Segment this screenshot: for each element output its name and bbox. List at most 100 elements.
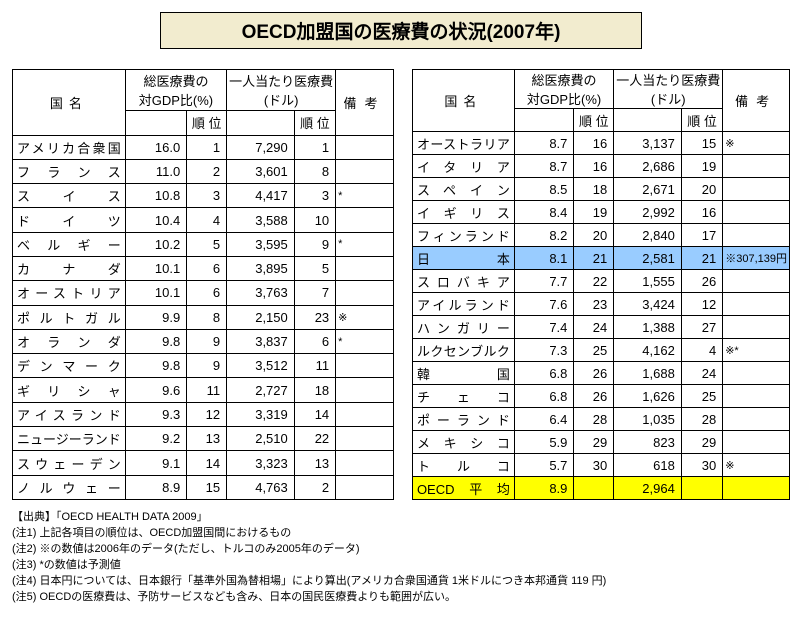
cell-country: オーストリア bbox=[13, 281, 126, 305]
cell-gdp-rank: 8 bbox=[187, 305, 227, 329]
cell-country: オランダ bbox=[13, 329, 126, 353]
cell-country: アメリカ合衆国 bbox=[13, 135, 126, 159]
cell-pcap-rank: 17 bbox=[681, 224, 722, 247]
cell-gdp-rank: 22 bbox=[574, 270, 614, 293]
cell-gdp-rank: 21 bbox=[574, 247, 614, 270]
cell-note: * bbox=[336, 184, 394, 208]
th-gdp-blank bbox=[514, 109, 574, 132]
cell-gdp-rank: 26 bbox=[574, 362, 614, 385]
cell-pcap: 3,601 bbox=[227, 159, 295, 183]
cell-gdp-rank: 25 bbox=[574, 339, 614, 362]
table-row: アメリカ合衆国 16.0 1 7,290 1 bbox=[13, 135, 394, 159]
table-row: カナダ 10.1 6 3,895 5 bbox=[13, 256, 394, 280]
footnote-line: 【出典】「OECD HEALTH DATA 2009」 bbox=[12, 510, 790, 526]
table-row: ベルギー 10.2 5 3,595 9 * bbox=[13, 232, 394, 256]
cell-pcap: 3,424 bbox=[614, 293, 682, 316]
table-row: オランダ 9.8 9 3,837 6 * bbox=[13, 329, 394, 353]
cell-pcap-rank: 11 bbox=[294, 354, 335, 378]
cell-gdp: 8.4 bbox=[514, 201, 574, 224]
cell-gdp-rank bbox=[574, 477, 614, 500]
cell-gdp: 9.9 bbox=[125, 305, 186, 329]
cell-gdp-rank: 30 bbox=[574, 454, 614, 477]
cell-country: OECD平均 bbox=[412, 477, 514, 500]
cell-gdp: 8.9 bbox=[125, 475, 186, 499]
cell-gdp-rank: 29 bbox=[574, 431, 614, 454]
cell-gdp: 7.6 bbox=[514, 293, 574, 316]
cell-pcap: 3,319 bbox=[227, 402, 295, 426]
cell-country: デンマーク bbox=[13, 354, 126, 378]
cell-gdp-rank: 19 bbox=[574, 201, 614, 224]
cell-pcap-rank: 2 bbox=[294, 475, 335, 499]
cell-country: カナダ bbox=[13, 256, 126, 280]
cell-pcap-rank: 9 bbox=[294, 232, 335, 256]
cell-country: スイス bbox=[13, 184, 126, 208]
cell-pcap-rank: 15 bbox=[681, 132, 722, 155]
table-row: フィンランド 8.2 20 2,840 17 bbox=[412, 224, 789, 247]
table-row: ドイツ 10.4 4 3,588 10 bbox=[13, 208, 394, 232]
cell-gdp: 6.4 bbox=[514, 408, 574, 431]
cell-country: ノルウェー bbox=[13, 475, 126, 499]
cell-gdp: 10.4 bbox=[125, 208, 186, 232]
cell-pcap: 618 bbox=[614, 454, 682, 477]
cell-pcap-rank: 13 bbox=[294, 451, 335, 475]
cell-pcap-rank: 20 bbox=[681, 178, 722, 201]
cell-country: イギリス bbox=[412, 201, 514, 224]
cell-gdp: 8.9 bbox=[514, 477, 574, 500]
table-row: スロバキア 7.7 22 1,555 26 bbox=[412, 270, 789, 293]
cell-gdp: 9.1 bbox=[125, 451, 186, 475]
cell-pcap-rank: 23 bbox=[294, 305, 335, 329]
table-row: オーストリア 10.1 6 3,763 7 bbox=[13, 281, 394, 305]
cell-gdp: 6.8 bbox=[514, 385, 574, 408]
cell-country: ポルトガル bbox=[13, 305, 126, 329]
cell-note bbox=[336, 256, 394, 280]
cell-country: ハンガリー bbox=[412, 316, 514, 339]
table-row: ルクセンブルク 7.3 25 4,162 4 ※* bbox=[412, 339, 789, 362]
cell-note bbox=[336, 135, 394, 159]
cell-country: 韓国 bbox=[412, 362, 514, 385]
cell-pcap-rank: 27 bbox=[681, 316, 722, 339]
cell-pcap-rank: 24 bbox=[681, 362, 722, 385]
th-country: 国名 bbox=[13, 70, 126, 136]
cell-pcap: 2,686 bbox=[614, 155, 682, 178]
cell-pcap: 3,895 bbox=[227, 256, 295, 280]
th-gdp-blank bbox=[125, 111, 186, 135]
cell-gdp: 10.8 bbox=[125, 184, 186, 208]
cell-country: オーストラリア bbox=[412, 132, 514, 155]
footnote-line: (注1) 上記各項目の順位は、OECD加盟国間におけるもの bbox=[12, 526, 790, 542]
cell-gdp-rank: 14 bbox=[187, 451, 227, 475]
cell-gdp: 8.2 bbox=[514, 224, 574, 247]
table-row: イギリス 8.4 19 2,992 16 bbox=[412, 201, 789, 224]
cell-pcap-rank: 28 bbox=[681, 408, 722, 431]
cell-gdp-rank: 9 bbox=[187, 354, 227, 378]
cell-gdp-rank: 3 bbox=[187, 184, 227, 208]
cell-pcap: 3,588 bbox=[227, 208, 295, 232]
cell-gdp-rank: 9 bbox=[187, 329, 227, 353]
footnote-line: (注2) ※の数値は2006年のデータ(ただし、トルコのみ2005年のデータ) bbox=[12, 542, 790, 558]
cell-note bbox=[723, 362, 790, 385]
th-pcap-rank: 順 位 bbox=[681, 109, 722, 132]
th-pcap-blank bbox=[614, 109, 682, 132]
cell-gdp-rank: 6 bbox=[187, 256, 227, 280]
th-country: 国名 bbox=[412, 70, 514, 132]
cell-note: ※ bbox=[336, 305, 394, 329]
th-pcap: 一人当たり医療費(ドル) bbox=[614, 70, 723, 109]
cell-note bbox=[723, 293, 790, 316]
cell-gdp-rank: 20 bbox=[574, 224, 614, 247]
table-row: 韓国 6.8 26 1,688 24 bbox=[412, 362, 789, 385]
cell-pcap-rank: 4 bbox=[681, 339, 722, 362]
cell-country: スペイン bbox=[412, 178, 514, 201]
cell-pcap: 2,964 bbox=[614, 477, 682, 500]
cell-gdp: 9.8 bbox=[125, 354, 186, 378]
cell-pcap: 2,581 bbox=[614, 247, 682, 270]
cell-pcap: 3,595 bbox=[227, 232, 295, 256]
cell-gdp: 10.1 bbox=[125, 281, 186, 305]
th-pcap-rank: 順 位 bbox=[294, 111, 335, 135]
cell-pcap-rank: 6 bbox=[294, 329, 335, 353]
table-row: ニュージーランド 9.2 13 2,510 22 bbox=[13, 427, 394, 451]
th-gdp: 総医療費の対GDP比(%) bbox=[125, 70, 226, 111]
cell-pcap: 1,626 bbox=[614, 385, 682, 408]
cell-pcap: 2,510 bbox=[227, 427, 295, 451]
table-row: スウェーデン 9.1 14 3,323 13 bbox=[13, 451, 394, 475]
table-row: ノルウェー 8.9 15 4,763 2 bbox=[13, 475, 394, 499]
cell-pcap: 2,671 bbox=[614, 178, 682, 201]
